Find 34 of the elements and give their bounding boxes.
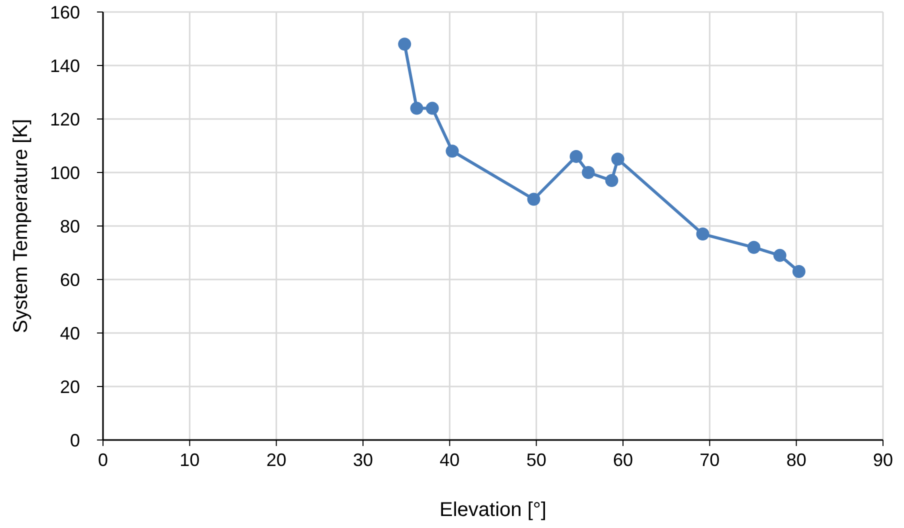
y-tick-label: 120 — [50, 109, 80, 130]
x-tick-label: 60 — [612, 450, 634, 470]
x-axis-title: Elevation [°] — [440, 499, 546, 521]
x-tick-label: 40 — [440, 450, 460, 470]
point — [527, 192, 540, 206]
y-tick-label: 40 — [60, 323, 80, 344]
point — [446, 144, 459, 158]
y-tick-label: 140 — [50, 56, 80, 76]
x-tick-label: 80 — [786, 450, 806, 470]
x-tick-label: 90 — [872, 450, 894, 470]
x-tick-label: 50 — [526, 450, 546, 470]
x-tick-label: 20 — [266, 450, 286, 470]
y-tick-label: 80 — [60, 216, 80, 236]
x-tick-label: 30 — [352, 450, 374, 470]
point — [747, 240, 760, 254]
y-tick-label: 60 — [60, 270, 80, 290]
point — [582, 166, 595, 179]
point — [570, 150, 583, 163]
point — [426, 102, 439, 115]
point — [696, 228, 710, 241]
x-tick-label: 0 — [98, 450, 108, 470]
x-tick-label: 10 — [180, 450, 200, 470]
point — [611, 152, 624, 166]
point — [605, 174, 618, 188]
x-tick-label: 70 — [700, 450, 720, 470]
y-tick-label: 20 — [60, 376, 80, 397]
y-axis-title: System Temperature [K] — [10, 118, 32, 334]
point — [792, 264, 806, 278]
y-tick-label: 160 — [50, 2, 80, 22]
point — [410, 102, 424, 115]
point — [398, 38, 412, 51]
point — [773, 248, 786, 262]
y-tick-label: 0 — [70, 430, 80, 450]
y-tick-label: 100 — [50, 162, 80, 183]
